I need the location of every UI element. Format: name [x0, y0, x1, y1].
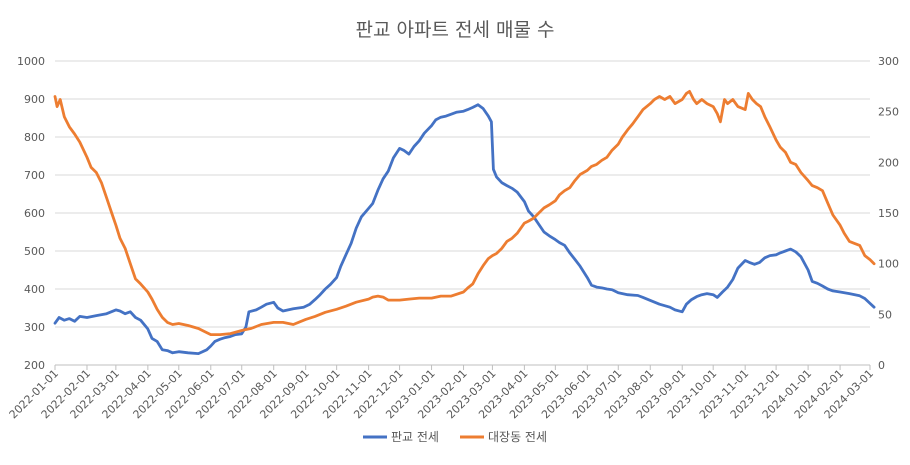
left-tick-label: 600: [24, 207, 45, 220]
right-tick-label: 0: [878, 359, 885, 372]
left-tick-label: 800: [24, 131, 45, 144]
series-lines: [53, 90, 876, 356]
right-tick-label: 300: [878, 55, 899, 68]
left-tick-label: 400: [24, 283, 45, 296]
left-tick-label: 300: [24, 321, 45, 334]
left-tick-label: 200: [24, 359, 45, 372]
legend-label: 대장동 전세: [488, 430, 547, 444]
left-tick-label: 700: [24, 169, 45, 182]
gridlines: [55, 60, 870, 366]
right-tick-label: 150: [878, 207, 899, 220]
chart-title: 판교 아파트 전세 매물 수: [356, 19, 555, 41]
left-tick-label: 900: [24, 93, 45, 106]
series-line: [53, 90, 876, 337]
right-tick-label: 50: [878, 308, 892, 321]
left-tick-label: 500: [24, 245, 45, 258]
legend-label: 판교 전세: [391, 430, 439, 444]
legend: 판교 전세 대장동 전세: [363, 430, 547, 444]
left-tick-label: 1000: [17, 55, 45, 68]
x-axis: 2022-01-012022-02-012022-03-012022-04-01…: [7, 364, 876, 421]
right-tick-label: 200: [878, 156, 899, 169]
right-y-axis: 0 50 100 150 200 250 300: [878, 55, 899, 372]
series-line: [53, 103, 876, 356]
right-tick-label: 100: [878, 258, 899, 271]
left-y-axis: 200 300 400 500 600 700 800 900 1000: [17, 55, 45, 372]
right-tick-label: 250: [878, 106, 899, 119]
